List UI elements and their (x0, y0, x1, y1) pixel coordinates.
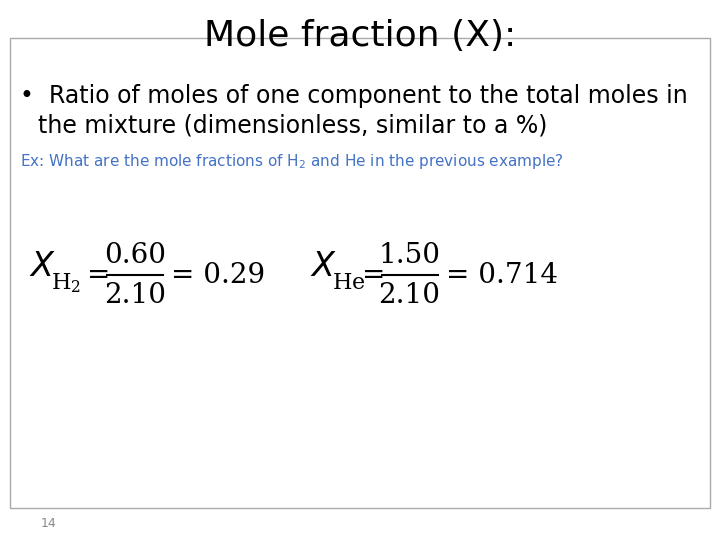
Text: 14: 14 (41, 517, 57, 530)
Text: 0.60: 0.60 (104, 242, 166, 269)
Text: 2.10: 2.10 (379, 282, 441, 309)
Text: Ex: What are the mole fractions of H$_2$ and He in the previous example?: Ex: What are the mole fractions of H$_2$… (20, 152, 564, 171)
Text: Mole fraction (X):: Mole fraction (X): (204, 19, 516, 53)
Text: the mixture (dimensionless, similar to a %): the mixture (dimensionless, similar to a… (38, 113, 547, 137)
Text: =: = (87, 262, 110, 289)
Text: 2.10: 2.10 (104, 282, 166, 309)
Text: 1.50: 1.50 (379, 242, 441, 269)
Text: •  Ratio of moles of one component to the total moles in: • Ratio of moles of one component to the… (20, 84, 688, 107)
Text: $\mathregular{He}$: $\mathregular{He}$ (332, 272, 365, 294)
Text: =: = (361, 262, 385, 289)
Text: $\mathregular{H_2}$: $\mathregular{H_2}$ (51, 272, 81, 295)
Text: $X$: $X$ (29, 252, 55, 284)
Text: $X$: $X$ (310, 252, 336, 284)
Text: = 0.714: = 0.714 (446, 262, 557, 289)
Text: = 0.29: = 0.29 (171, 262, 265, 289)
